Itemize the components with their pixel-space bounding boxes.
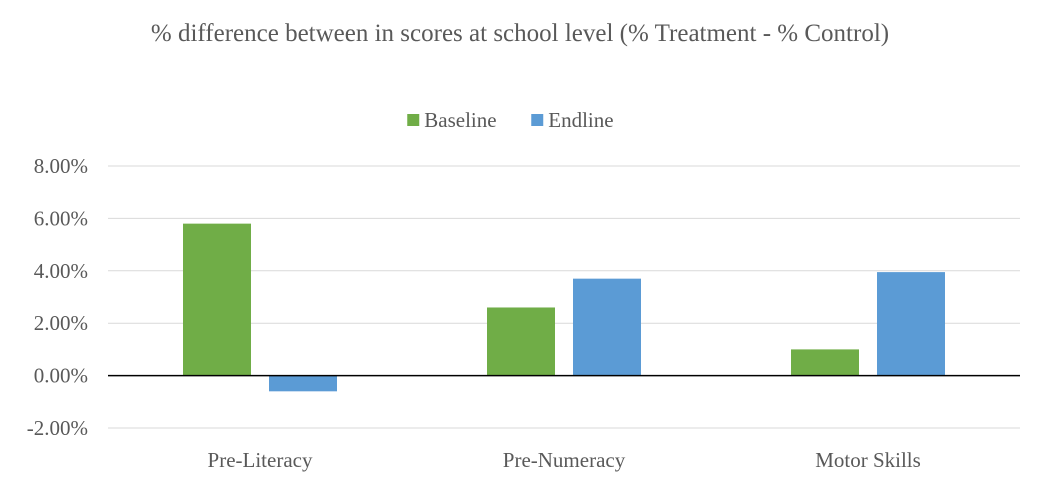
y-tick-label: 4.00% [34,259,88,283]
gridlines [108,165,1020,429]
bar-endline-motor-skills [877,272,945,376]
bar-baseline-pre-numeracy [487,307,555,376]
x-axis-categories: Pre-Literacy Pre-Numeracy Motor Skills [208,448,921,472]
y-tick-label: 6.00% [34,206,88,230]
bar-endline-pre-literacy [269,375,337,392]
bar-endline-pre-numeracy [573,278,641,376]
legend-label-baseline: Baseline [424,108,496,132]
y-tick-label: -2.00% [27,416,88,440]
x-category-label: Motor Skills [815,448,921,472]
legend-label-endline: Endline [548,108,613,132]
chart-title: % difference between in scores at school… [150,20,890,47]
x-category-label: Pre-Literacy [208,448,313,472]
y-tick-label: 2.00% [34,311,88,335]
legend-swatch-baseline [407,114,420,126]
y-axis-ticks: 8.00% 6.00% 4.00% 2.00% 0.00% -2.00% [27,154,88,440]
x-category-label: Pre-Numeracy [503,448,626,472]
bar-baseline-motor-skills [791,349,859,376]
y-tick-label: 0.00% [34,364,88,388]
bars [183,223,945,392]
y-tick-label: 8.00% [34,154,88,178]
legend: Baseline Endline [407,108,614,132]
legend-swatch-endline [531,114,544,126]
bar-baseline-pre-literacy [183,223,251,376]
